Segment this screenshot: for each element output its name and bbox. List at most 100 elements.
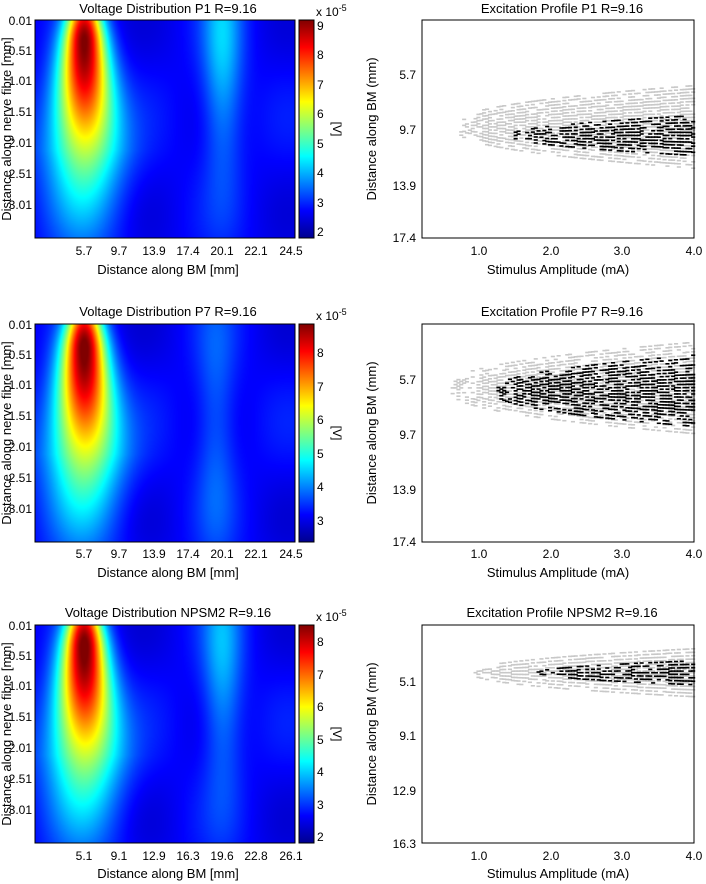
gray-mark xyxy=(688,668,693,671)
gray-mark xyxy=(550,365,555,367)
black-mark xyxy=(685,425,690,427)
gray-mark xyxy=(576,399,581,402)
gray-mark xyxy=(593,414,598,416)
gray-mark xyxy=(550,119,555,122)
black-mark xyxy=(590,144,595,147)
gray-mark xyxy=(593,686,598,689)
black-mark xyxy=(605,404,610,406)
gray-mark xyxy=(613,671,618,674)
heatmap-image xyxy=(35,625,295,843)
gray-mark xyxy=(651,670,656,672)
black-mark xyxy=(605,417,610,419)
gray-mark xyxy=(559,394,564,397)
gray-mark xyxy=(619,675,624,677)
gray-mark xyxy=(659,106,664,108)
black-mark xyxy=(645,665,650,667)
black-mark xyxy=(645,371,650,373)
gray-mark xyxy=(482,401,487,403)
gray-mark xyxy=(493,129,498,131)
gray-mark xyxy=(505,393,510,395)
black-mark xyxy=(665,385,670,387)
gray-mark xyxy=(482,376,487,378)
gray-mark xyxy=(527,668,532,671)
gray-mark xyxy=(516,360,521,363)
gray-mark xyxy=(548,374,553,377)
gray-mark xyxy=(631,692,636,695)
gray-mark xyxy=(582,412,587,415)
gray-mark xyxy=(622,115,627,117)
gray-mark xyxy=(622,398,627,400)
gray-mark xyxy=(645,667,650,669)
gray-mark xyxy=(590,351,595,353)
gray-mark xyxy=(499,137,504,139)
gray-mark xyxy=(611,135,616,138)
black-mark xyxy=(671,362,676,365)
black-mark xyxy=(633,671,638,674)
gray-mark xyxy=(582,151,587,153)
gray-mark xyxy=(688,391,693,394)
black-mark xyxy=(533,407,538,409)
gray-mark xyxy=(631,99,636,101)
gray-mark xyxy=(613,116,618,119)
black-mark xyxy=(688,380,693,382)
gray-mark xyxy=(502,388,507,391)
black-mark xyxy=(548,391,553,394)
gray-mark xyxy=(568,124,573,127)
gray-mark xyxy=(653,107,658,109)
x-tick-label: 20.1 xyxy=(210,547,234,561)
black-mark xyxy=(611,136,616,138)
black-mark xyxy=(593,671,598,674)
black-mark xyxy=(599,391,604,394)
gray-mark xyxy=(588,126,593,128)
black-mark xyxy=(516,130,521,132)
black-mark xyxy=(679,358,684,361)
gray-mark xyxy=(648,100,653,103)
gray-mark xyxy=(533,145,538,148)
gray-mark xyxy=(628,99,633,102)
black-mark xyxy=(633,410,638,413)
black-mark xyxy=(691,402,696,405)
gray-mark xyxy=(510,374,515,376)
gray-mark xyxy=(502,382,507,384)
gray-mark xyxy=(639,102,644,104)
gray-mark xyxy=(556,409,561,412)
gray-mark xyxy=(562,656,567,658)
black-mark xyxy=(676,390,681,392)
gray-mark xyxy=(579,374,584,376)
gray-mark xyxy=(482,671,487,674)
gray-mark xyxy=(613,668,618,671)
gray-mark xyxy=(533,668,538,671)
black-mark xyxy=(651,399,656,402)
gray-mark xyxy=(616,675,621,677)
gray-mark xyxy=(502,404,507,407)
gray-mark xyxy=(593,360,598,362)
gray-mark xyxy=(550,104,555,106)
black-mark xyxy=(685,125,690,127)
gray-mark xyxy=(570,411,575,413)
gray-mark xyxy=(628,651,633,654)
gray-mark xyxy=(599,356,604,359)
gray-mark xyxy=(548,362,553,364)
gray-mark xyxy=(642,101,647,103)
gray-mark xyxy=(570,671,575,674)
black-mark xyxy=(556,385,561,387)
gray-mark xyxy=(625,118,630,120)
gray-mark xyxy=(691,126,696,128)
gray-mark xyxy=(516,673,521,676)
gray-mark xyxy=(656,670,661,672)
black-mark xyxy=(688,409,693,411)
gray-mark xyxy=(633,668,638,671)
colorbar-tick: 9 xyxy=(317,19,324,33)
gray-mark xyxy=(490,676,495,679)
gray-mark xyxy=(631,359,636,362)
gray-mark xyxy=(590,379,595,381)
black-mark xyxy=(611,120,616,122)
black-mark xyxy=(636,394,641,397)
gray-mark xyxy=(653,91,658,93)
black-mark xyxy=(665,375,670,378)
black-mark xyxy=(533,401,538,403)
gray-mark xyxy=(608,129,613,131)
gray-mark xyxy=(510,116,515,119)
black-mark xyxy=(573,129,578,132)
black-mark xyxy=(639,365,644,367)
